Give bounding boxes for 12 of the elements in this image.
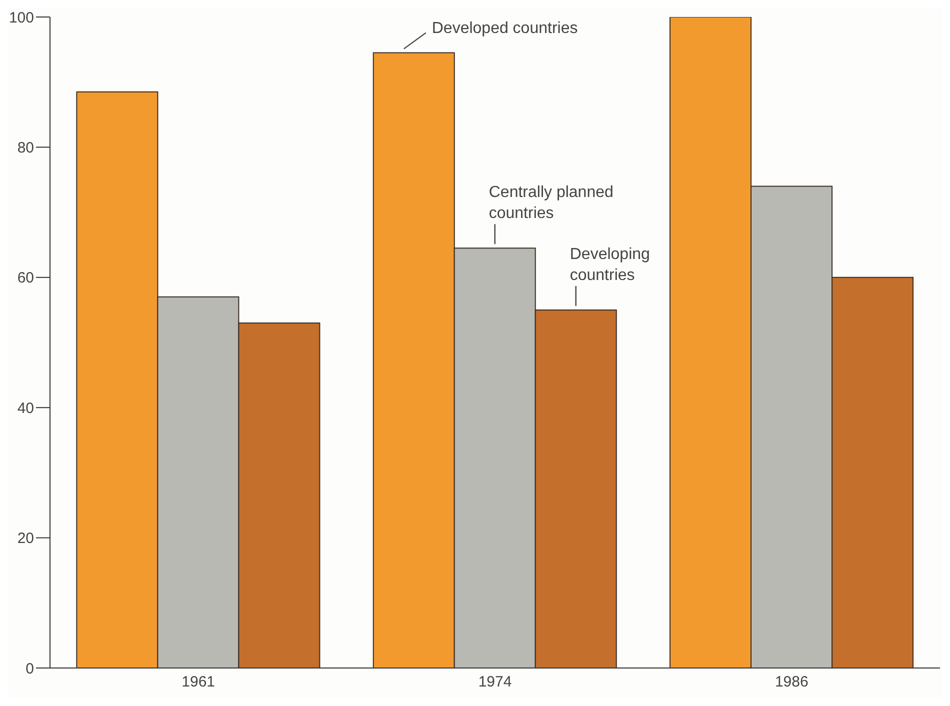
x-tick-label: 1986 bbox=[774, 674, 808, 691]
x-tick-label: 1961 bbox=[182, 674, 216, 691]
y-tick-label: 20 bbox=[17, 530, 34, 548]
series-label: Developing countries bbox=[570, 246, 650, 284]
series-label: Developed countries bbox=[432, 20, 578, 37]
y-tick-label: 60 bbox=[17, 270, 34, 287]
y-tick-label: 100 bbox=[8, 9, 34, 26]
x-tick-label: 1974 bbox=[478, 674, 512, 691]
y-tick-label: 80 bbox=[17, 140, 34, 157]
y-tick-label: 0 bbox=[26, 660, 34, 678]
y-tick-label: 40 bbox=[17, 400, 34, 417]
series-label: Centrally planned countries bbox=[488, 184, 614, 222]
